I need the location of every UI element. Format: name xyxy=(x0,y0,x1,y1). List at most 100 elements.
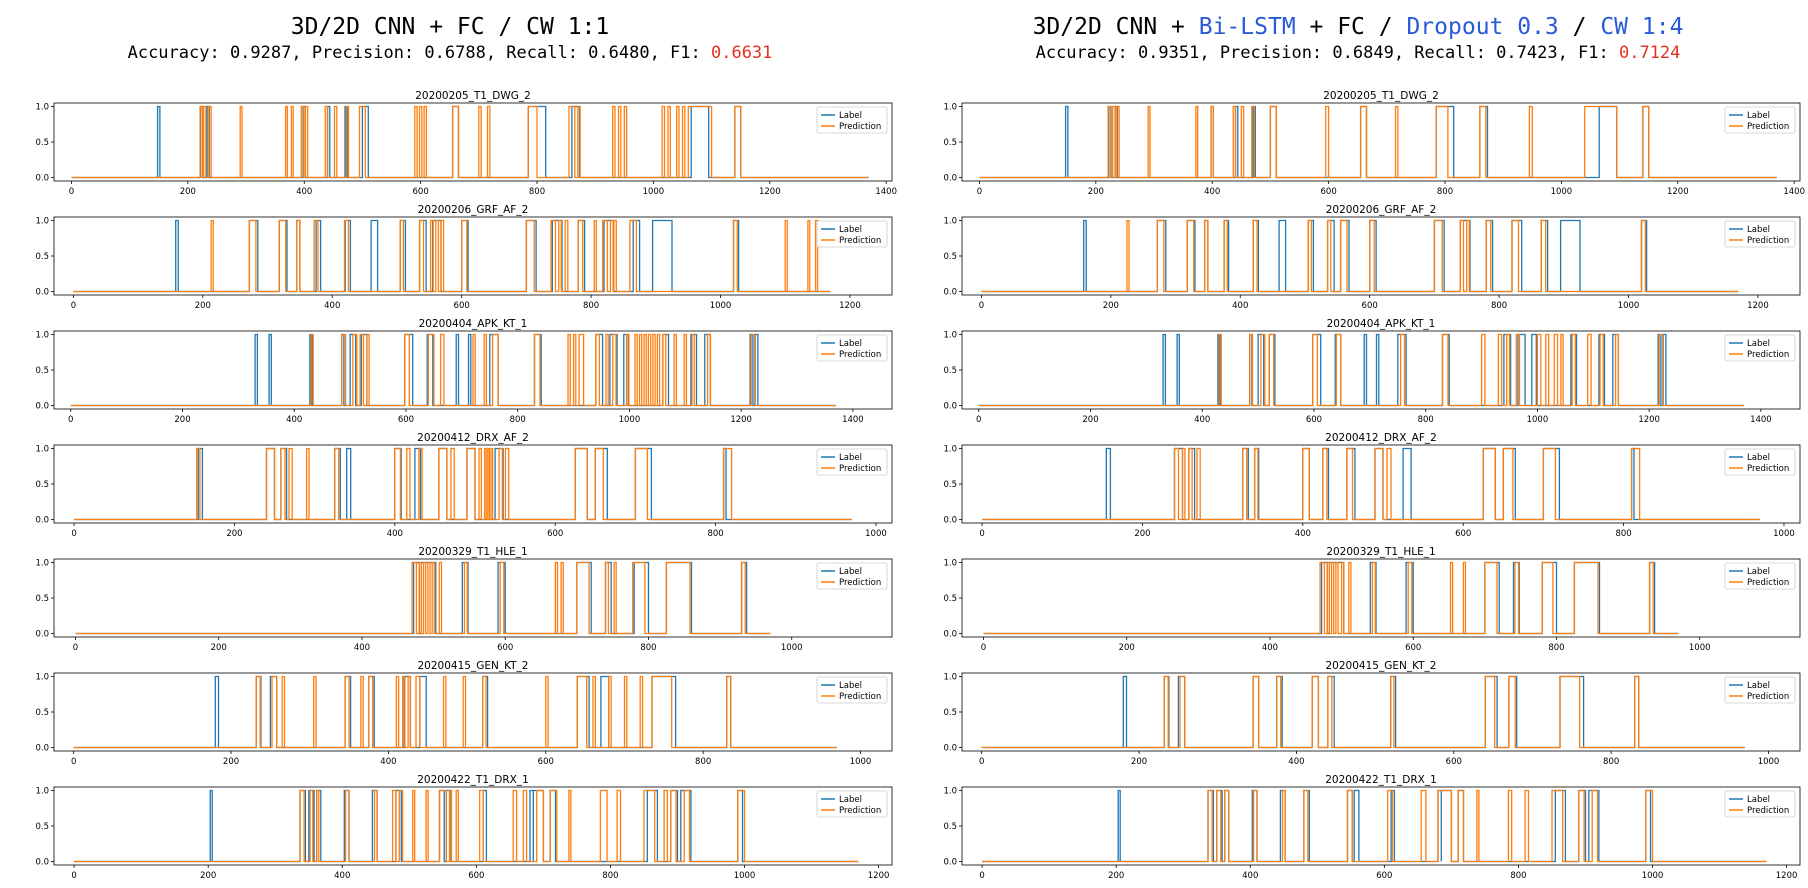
y-tick-label: 0.5 xyxy=(35,138,49,148)
subplot-title: 20200206_GRF_AF_2 xyxy=(418,204,529,216)
subplot-title: 20200206_GRF_AF_2 xyxy=(1326,204,1437,216)
y-tick-label: 1.0 xyxy=(35,787,49,797)
x-tick-label: 600 xyxy=(497,643,513,653)
y-tick-label: 0.5 xyxy=(35,708,49,718)
y-tick-label: 0.0 xyxy=(35,515,49,525)
y-tick-label: 1.0 xyxy=(943,331,957,341)
y-tick-label: 0.5 xyxy=(943,480,957,490)
right-subplot-7: 20200422_T1_DRX_1 0.0 0.5 1.0 0 200 400 600 800 1… xyxy=(943,774,1801,881)
y-tick-label: 1.0 xyxy=(943,217,957,227)
right-subplot-5: 20200329_T1_HLE_1 0.0 0.5 1.0 0 200 400 600 800 1… xyxy=(943,546,1801,653)
x-tick-label: 1000 xyxy=(865,529,887,539)
legend-label: Label xyxy=(1747,453,1770,463)
x-tick-label: 1000 xyxy=(734,871,756,881)
y-tick-label: 0.0 xyxy=(943,629,957,639)
x-tick-label: 0 xyxy=(71,757,76,767)
y-tick-label: 0.0 xyxy=(943,287,957,297)
legend-label: Label xyxy=(839,111,862,121)
x-tick-label: 800 xyxy=(640,643,656,653)
x-tick-label: 400 xyxy=(1295,529,1311,539)
legend-label: Prediction xyxy=(839,692,881,702)
left-subplot-1: 20200205_T1_DWG_2 0.0 0.5 1.0 0 200 400 600 800 1… xyxy=(35,90,897,197)
x-tick-label: 0 xyxy=(976,415,981,425)
label-series-line xyxy=(73,675,837,749)
right-metrics-text: Accuracy: 0.9351, Precision: 0.6849, Rec… xyxy=(1035,43,1619,63)
legend-label: Prediction xyxy=(839,122,881,132)
prediction-series-line xyxy=(73,675,837,749)
label-series-line xyxy=(71,105,869,179)
y-tick-label: 1.0 xyxy=(35,331,49,341)
x-tick-label: 800 xyxy=(707,529,723,539)
left-subplot-4: 20200412_DRX_AF_2 0.0 0.5 1.0 0 200 400 600 800 1… xyxy=(35,432,893,539)
legend-label: Prediction xyxy=(1747,350,1789,360)
y-tick-label: 1.0 xyxy=(35,217,49,227)
x-tick-label: 0 xyxy=(977,187,982,197)
x-tick-label: 1000 xyxy=(781,643,803,653)
legend-label: Prediction xyxy=(839,350,881,360)
y-tick-label: 0.0 xyxy=(943,401,957,411)
plot-frame xyxy=(961,102,1801,182)
y-tick-label: 1.0 xyxy=(943,673,957,683)
right-model-title: 3D/2D CNN + Bi-LSTM + FC / Dropout 0.3 /… xyxy=(908,12,1808,42)
label-series-line xyxy=(73,219,831,293)
legend-label: Prediction xyxy=(839,578,881,588)
plot-frame xyxy=(53,216,893,296)
x-tick-label: 600 xyxy=(1455,529,1471,539)
y-tick-label: 0.5 xyxy=(943,366,957,376)
x-tick-label: 800 xyxy=(529,187,545,197)
legend-label: Label xyxy=(1747,567,1770,577)
x-tick-label: 600 xyxy=(468,871,484,881)
left-model-title: 3D/2D CNN + FC / CW 1:1 xyxy=(290,14,610,40)
x-tick-label: 600 xyxy=(398,415,414,425)
x-tick-label: 200 xyxy=(180,187,196,197)
x-tick-label: 800 xyxy=(1418,415,1434,425)
x-tick-label: 400 xyxy=(1262,643,1278,653)
right-title-part-a: 3D/2D CNN + xyxy=(1032,14,1199,40)
x-tick-label: 0 xyxy=(68,415,73,425)
x-tick-label: 400 xyxy=(1288,757,1304,767)
plot-frame xyxy=(53,444,893,524)
x-tick-label: 200 xyxy=(1119,643,1135,653)
subplot-title: 20200404_APK_KT_1 xyxy=(1327,318,1436,330)
x-tick-label: 600 xyxy=(1405,643,1421,653)
legend-label: Label xyxy=(1747,225,1770,235)
x-tick-label: 0 xyxy=(71,301,76,311)
x-tick-label: 1000 xyxy=(1527,415,1549,425)
x-tick-label: 1200 xyxy=(1747,301,1769,311)
x-tick-label: 1400 xyxy=(842,415,864,425)
x-tick-label: 600 xyxy=(1306,415,1322,425)
plot-frame xyxy=(961,216,1801,296)
plot-frame xyxy=(961,558,1801,638)
x-tick-label: 800 xyxy=(1603,757,1619,767)
y-tick-label: 0.0 xyxy=(943,743,957,753)
right-subplot-6: 20200415_GEN_KT_2 0.0 0.5 1.0 0 200 400 600 800 1… xyxy=(943,660,1801,767)
y-tick-label: 0.5 xyxy=(943,594,957,604)
y-tick-label: 0.5 xyxy=(35,366,49,376)
x-tick-label: 1400 xyxy=(1750,415,1772,425)
subplot-title: 20200404_APK_KT_1 xyxy=(419,318,528,330)
y-tick-label: 1.0 xyxy=(943,787,957,797)
subplot-title: 20200415_GEN_KT_2 xyxy=(418,660,529,672)
x-tick-label: 200 xyxy=(211,643,227,653)
x-tick-label: 0 xyxy=(73,643,78,653)
x-tick-label: 600 xyxy=(1321,187,1337,197)
prediction-series-line xyxy=(981,219,1739,293)
x-tick-label: 400 xyxy=(1242,871,1258,881)
x-tick-label: 1000 xyxy=(1618,301,1640,311)
plot-frame xyxy=(961,444,1801,524)
y-tick-label: 0.0 xyxy=(35,743,49,753)
subplot-title: 20200422_T1_DRX_1 xyxy=(417,774,529,786)
prediction-series-line xyxy=(71,105,869,179)
x-tick-label: 1000 xyxy=(1689,643,1711,653)
x-tick-label: 600 xyxy=(454,301,470,311)
x-tick-label: 800 xyxy=(510,415,526,425)
x-tick-label: 1200 xyxy=(868,871,890,881)
legend-label: Prediction xyxy=(839,806,881,816)
